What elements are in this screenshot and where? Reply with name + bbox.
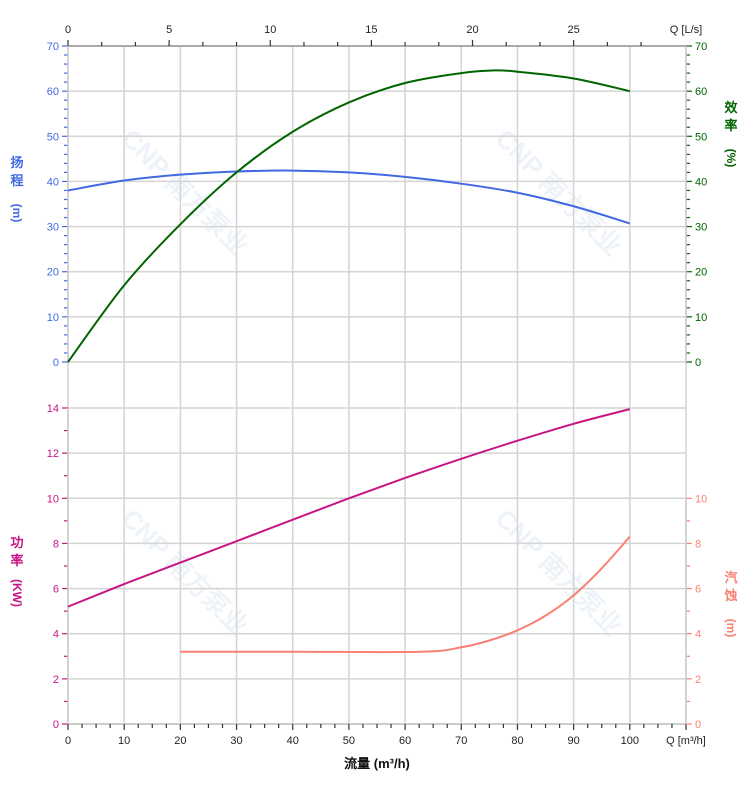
power-axis-title: 功率 (KW) — [10, 535, 24, 607]
npsh-tick-label: 8 — [695, 538, 701, 550]
head-tick-label: 0 — [53, 357, 59, 369]
head-axis-title-char: 程 — [10, 173, 23, 188]
eff-tick-label: 70 — [695, 41, 707, 53]
x-axis-title: 流量 (m³/h) — [344, 756, 410, 771]
npsh-tick-label: 10 — [695, 493, 707, 505]
eff-axis-title-char: 率 — [724, 118, 737, 133]
power-axis-title-unit: (KW) — [10, 579, 24, 607]
top-x-tick-label: 25 — [568, 24, 580, 36]
x-tick-label: 0 — [65, 735, 71, 747]
power-tick-label: 0 — [53, 719, 59, 731]
eff-axis-title-char: 效 — [724, 100, 738, 115]
head-axis-title-unit: (m) — [10, 204, 24, 223]
eff-tick-label: 60 — [695, 86, 707, 98]
eff-tick-label: 30 — [695, 222, 707, 234]
npsh-axis-title-char: 蚀 — [723, 588, 737, 603]
x-tick-label: 90 — [568, 735, 580, 747]
power-tick-label: 2 — [53, 674, 59, 686]
top-x-tick-label: 20 — [466, 24, 478, 36]
watermark-logo: CNP 南方泵业 — [116, 123, 254, 261]
power-tick-label: 14 — [47, 403, 59, 415]
power-axis-title-char: 率 — [10, 553, 23, 568]
power-curve — [67, 408, 631, 608]
head-tick-label: 60 — [47, 86, 59, 98]
power-tick-label: 6 — [53, 584, 59, 596]
eff-tick-label: 50 — [695, 131, 707, 143]
watermark-logo: CNP 南方泵业 — [490, 503, 628, 641]
power-axis-title-char: 功 — [10, 535, 23, 550]
power-tick-label: 10 — [47, 493, 59, 505]
head-tick-label: 40 — [47, 176, 59, 188]
npsh-axis-title-unit: (m) — [724, 619, 738, 638]
head-curve — [67, 169, 631, 225]
head-tick-label: 20 — [47, 267, 59, 279]
x-tick-label: 60 — [399, 735, 411, 747]
head-axis-title-char: 扬 — [10, 155, 23, 170]
top-x-tick-label: 15 — [365, 24, 377, 36]
top-x-unit-label: Q [L/s] — [670, 24, 702, 36]
head-tick-label: 30 — [47, 222, 59, 234]
npsh-tick-label: 2 — [695, 674, 701, 686]
eff-axis-title-unit: (%) — [724, 149, 738, 168]
top-x-tick-label: 10 — [264, 24, 276, 36]
power-tick-label: 4 — [53, 629, 59, 641]
head-tick-label: 50 — [47, 131, 59, 143]
x-tick-label: 20 — [174, 735, 186, 747]
top-x-tick-label: 0 — [65, 24, 71, 36]
npsh-axis-title: 汽蚀 (m) — [723, 570, 738, 637]
head-tick-label: 70 — [47, 41, 59, 53]
npsh-tick-label: 6 — [695, 584, 701, 596]
x-tick-label: 50 — [343, 735, 355, 747]
top-x-tick-label: 5 — [166, 24, 172, 36]
eff-tick-label: 20 — [695, 267, 707, 279]
npsh-axis-title-char: 汽 — [724, 570, 737, 585]
npsh-tick-label: 4 — [695, 629, 701, 641]
x-tick-label: 70 — [455, 735, 467, 747]
eff-axis-title: 效率 (%) — [724, 100, 738, 167]
head-axis-title: 扬程 (m) — [10, 155, 24, 222]
npsh-tick-label: 0 — [695, 719, 701, 731]
npsh-curve — [180, 535, 631, 654]
x-tick-label: 100 — [621, 735, 639, 747]
eff-tick-label: 0 — [695, 357, 701, 369]
power-tick-label: 12 — [47, 448, 59, 460]
eff-tick-label: 40 — [695, 176, 707, 188]
x-tick-label: 40 — [287, 735, 299, 747]
x-unit-label: Q [m³/h] — [666, 735, 706, 747]
power-tick-label: 8 — [53, 538, 59, 550]
x-tick-label: 80 — [511, 735, 523, 747]
eff-curve — [67, 69, 631, 363]
eff-tick-label: 10 — [695, 312, 707, 324]
watermark-logo: CNP 南方泵业 — [116, 503, 254, 641]
x-tick-label: 30 — [230, 735, 242, 747]
x-tick-label: 10 — [118, 735, 130, 747]
head-tick-label: 10 — [47, 312, 59, 324]
